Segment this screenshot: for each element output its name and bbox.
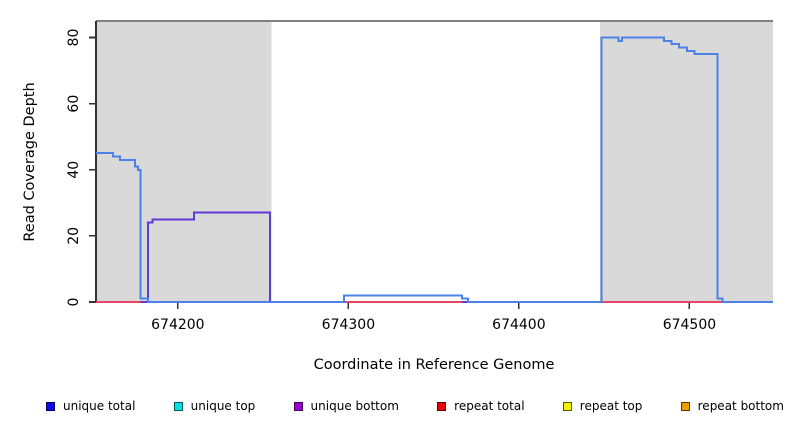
legend-label-unique-bottom: unique bottom xyxy=(310,399,399,413)
y-tick-label: 0 xyxy=(66,298,82,307)
legend-item-unique-total: unique total xyxy=(46,399,135,413)
x-axis-title: Coordinate in Reference Genome xyxy=(314,357,555,373)
legend-label-unique-top: unique top xyxy=(190,399,256,413)
legend-label-unique-total: unique total xyxy=(63,399,136,413)
repeat-top-swatch-icon xyxy=(562,401,572,411)
legend-item-unique-bottom: unique bottom xyxy=(293,399,399,413)
y-tick-label: 20 xyxy=(66,227,82,245)
coverage-plot-canvas: 0 20 40 60 80 674200 674300 674400 674500 Read C… xyxy=(22,20,773,373)
legend-label-repeat-total: repeat total xyxy=(454,399,525,413)
x-tick-label: 674500 xyxy=(663,317,716,333)
y-tick-label: 60 xyxy=(66,95,82,113)
right-shaded-region xyxy=(599,21,773,302)
unique-bottom-line xyxy=(96,211,773,303)
legend-item-repeat-top: repeat top xyxy=(562,399,643,413)
y-tick-label: 80 xyxy=(66,29,82,47)
legend-item-repeat-bottom: repeat bottom xyxy=(680,399,784,413)
x-tick-label: 674400 xyxy=(492,317,545,333)
legend-item-unique-top: unique top xyxy=(173,399,256,413)
unique-bottom-swatch-icon xyxy=(293,401,303,411)
unique-total-line xyxy=(96,36,773,303)
x-tick-label: 674300 xyxy=(322,317,375,333)
left-shaded-region xyxy=(96,21,272,302)
y-axis-title: Read Coverage Depth xyxy=(22,82,38,241)
legend-item-repeat-total: repeat total xyxy=(437,399,525,413)
unique-total-swatch-icon xyxy=(46,401,55,411)
y-tick-label: 40 xyxy=(66,161,82,179)
repeat-total-swatch-icon xyxy=(437,401,447,411)
repeat-bottom-swatch-icon xyxy=(680,401,690,411)
legend-label-repeat-bottom: repeat bottom xyxy=(697,399,784,413)
x-tick-label: 674200 xyxy=(151,317,204,333)
legend-label-repeat-top: repeat top xyxy=(579,399,643,413)
unique-top-swatch-icon xyxy=(173,401,183,411)
legend: unique total unique top unique bottom repea… xyxy=(46,394,784,418)
